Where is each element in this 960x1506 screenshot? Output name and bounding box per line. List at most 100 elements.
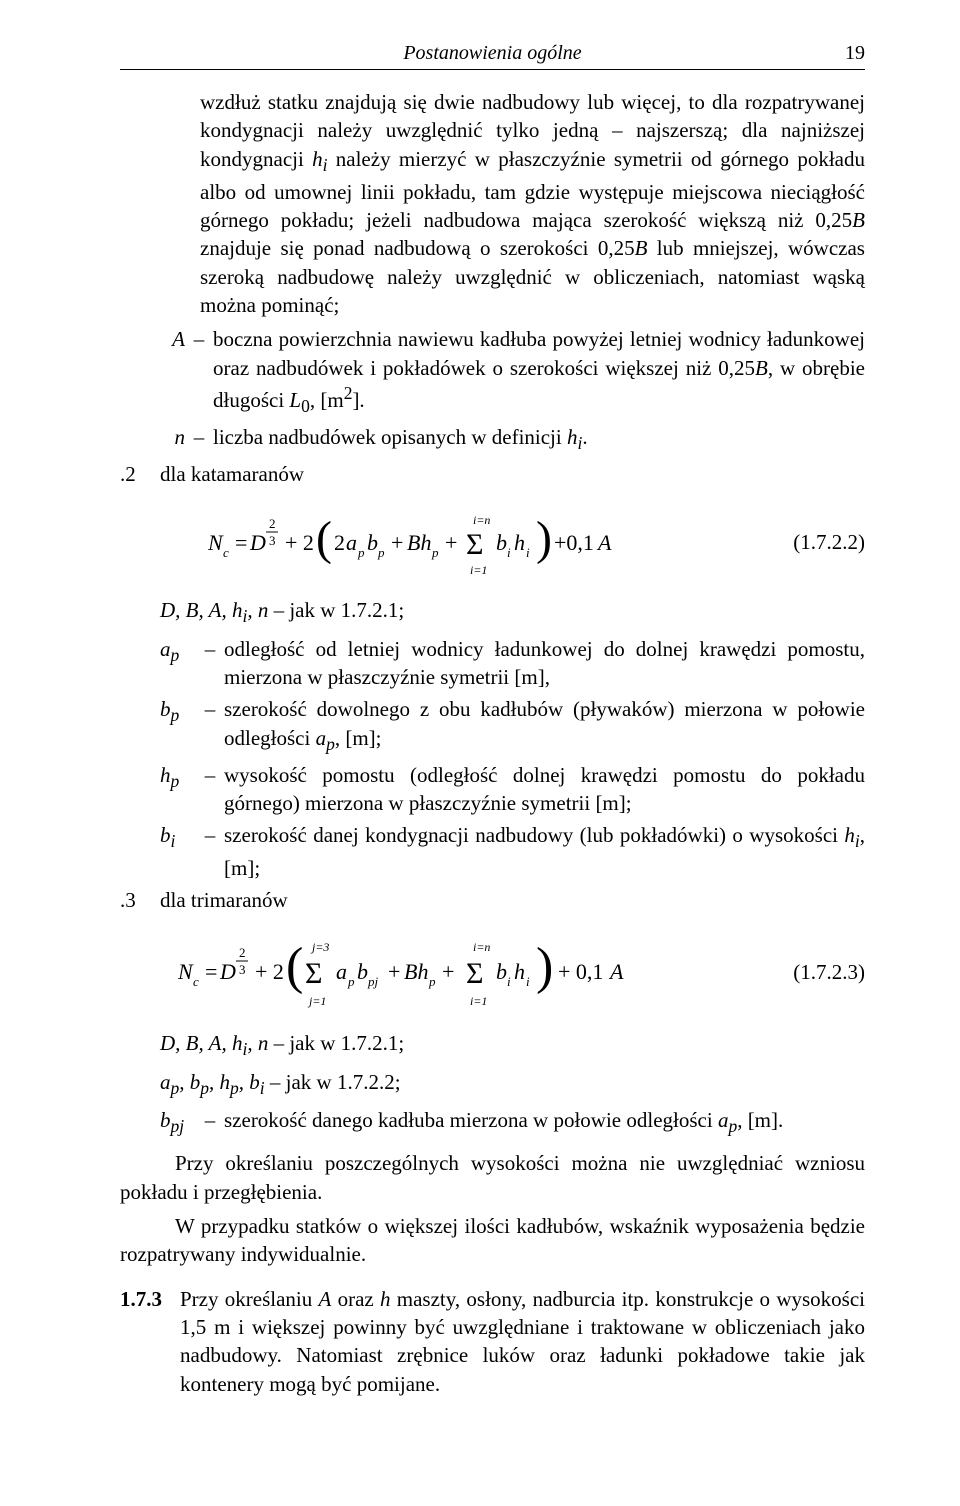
svg-text:(: ( <box>316 512 332 565</box>
section-2: .2 dla katamaranów <box>120 460 865 488</box>
svg-text:p: p <box>347 974 355 989</box>
svg-text:Bh: Bh <box>404 959 428 984</box>
equation-1-7-2-3: N c = D 2 3 + 2 ( j=3 Σ j=1 a p b pj + B… <box>120 929 865 1015</box>
equation-3-number: (1.7.2.3) <box>755 958 865 986</box>
closing-para-2: W przypadku statków o większej ilości ka… <box>120 1212 865 1269</box>
section-3-text: dla trimaranów <box>160 886 865 914</box>
equation-3-svg: N c = D 2 3 + 2 ( j=3 Σ j=1 a p b pj + B… <box>178 929 678 1015</box>
svg-text:c: c <box>223 545 229 560</box>
equation-1-7-2-2: N c = D 2 3 + 2 ( 2 a p b p + Bh p + i=n… <box>120 502 865 582</box>
definition-bpj: bpj – szerokość danego kadłuba mierzona … <box>160 1106 865 1139</box>
svg-text:c: c <box>193 974 199 989</box>
def-ap-symbol: ap <box>160 635 196 668</box>
svg-text:i=1: i=1 <box>470 994 487 1008</box>
def-n-symbol: n <box>150 423 185 451</box>
def-A-dash: – <box>185 325 213 353</box>
svg-text:(: ( <box>286 938 303 995</box>
svg-text:i=1: i=1 <box>470 563 487 577</box>
svg-text:+: + <box>445 530 457 555</box>
svg-text:=: = <box>205 959 217 984</box>
svg-text:A: A <box>608 959 624 984</box>
section-1-7-3-text: Przy określaniu A oraz h maszty, osłony,… <box>180 1285 865 1398</box>
closing-para-1: Przy określaniu poszczególnych wysokości… <box>120 1149 865 1206</box>
svg-text:+0,1: +0,1 <box>554 530 594 555</box>
defs2-intro: D, B, A, hi, n – jak w 1.7.2.1; <box>160 596 865 629</box>
svg-text:i: i <box>526 974 530 989</box>
svg-text:3: 3 <box>239 962 246 977</box>
svg-text:+: + <box>391 530 403 555</box>
def-A-text: boczna powierzchnia nawiewu kadłuba powy… <box>213 325 865 419</box>
svg-text:p: p <box>377 545 385 560</box>
svg-text:p: p <box>431 545 439 560</box>
header-title: Postanowienia ogólne <box>160 40 825 67</box>
definition-bp: bp – szerokość dowolnego z obu kadłubów … <box>160 695 865 756</box>
svg-text:a: a <box>346 530 357 555</box>
running-header: Postanowienia ogólne 19 <box>120 40 865 67</box>
definition-n: n – liczba nadbudówek opisanych w defini… <box>150 423 865 456</box>
header-rule <box>120 69 865 70</box>
svg-text:b: b <box>496 530 507 555</box>
svg-text:N: N <box>208 530 224 555</box>
section-1-7-3-number: 1.7.3 <box>120 1285 180 1398</box>
svg-text:+ 2: + 2 <box>255 959 284 984</box>
section-3-label: .3 <box>120 886 160 914</box>
svg-text:b: b <box>357 959 368 984</box>
svg-text:i: i <box>526 545 530 560</box>
svg-text:D: D <box>249 530 266 555</box>
defs3-line1: D, B, A, hi, n – jak w 1.7.2.1; <box>160 1029 865 1062</box>
svg-text:pj: pj <box>367 974 379 989</box>
svg-text:b: b <box>496 959 507 984</box>
def-bpj-dash: – <box>196 1106 224 1134</box>
svg-text:): ) <box>536 938 553 995</box>
svg-text:j=1: j=1 <box>307 994 326 1008</box>
def-n-dash: – <box>185 423 213 451</box>
section-2-label: .2 <box>120 460 160 488</box>
svg-text:i: i <box>507 974 511 989</box>
svg-text:p: p <box>428 974 436 989</box>
svg-text:N: N <box>178 959 194 984</box>
svg-text:h: h <box>514 959 525 984</box>
section-1-7-3: 1.7.3 Przy określaniu A oraz h maszty, o… <box>120 1285 865 1398</box>
def-hp-symbol: hp <box>160 761 196 794</box>
svg-text:Σ: Σ <box>466 957 483 990</box>
def-bp-dash: – <box>196 695 224 723</box>
svg-text:+ 0,1: + 0,1 <box>558 959 603 984</box>
svg-text:Σ: Σ <box>466 528 483 561</box>
svg-text:i: i <box>507 545 511 560</box>
svg-text:Σ: Σ <box>305 957 322 990</box>
svg-text:+: + <box>388 959 400 984</box>
definition-ap: ap – odległość od letniej wodnicy ładunk… <box>160 635 865 692</box>
svg-text:): ) <box>536 512 552 565</box>
svg-text:+ 2: + 2 <box>285 530 314 555</box>
svg-text:i=n: i=n <box>473 513 490 527</box>
svg-text:2: 2 <box>334 530 345 555</box>
svg-text:p: p <box>357 545 365 560</box>
def-bpj-symbol: bpj <box>160 1106 196 1139</box>
def-bp-symbol: bp <box>160 695 196 728</box>
def-n-text: liczba nadbudówek opisanych w definicji … <box>213 423 865 456</box>
section-2-text: dla katamaranów <box>160 460 865 488</box>
def-bi-text: szerokość danej kondygnacji nadbudowy (l… <box>224 821 865 882</box>
svg-text:a: a <box>336 959 347 984</box>
definition-A: A – boczna powierzchnia nawiewu kadłuba … <box>150 325 865 419</box>
def-bp-text: szerokość dowolnego z obu kadłubów (pływ… <box>224 695 865 756</box>
def-A-symbol: A <box>150 325 185 353</box>
def-hp-dash: – <box>196 761 224 789</box>
definition-bi: bi – szerokość danej kondygnacji nadbudo… <box>160 821 865 882</box>
svg-text:Bh: Bh <box>407 530 431 555</box>
svg-text:2: 2 <box>239 945 246 960</box>
svg-text:i=n: i=n <box>473 940 490 954</box>
equation-2-svg: N c = D 2 3 + 2 ( 2 a p b p + Bh p + i=n… <box>208 502 648 582</box>
svg-text:b: b <box>367 530 378 555</box>
definition-hp: hp – wysokość pomostu (odległość dolnej … <box>160 761 865 818</box>
def-bpj-text: szerokość danego kadłuba mierzona w poło… <box>224 1106 865 1139</box>
def-bi-symbol: bi <box>160 821 196 854</box>
svg-text:+: + <box>442 959 454 984</box>
svg-text:2: 2 <box>269 516 276 531</box>
def-bi-dash: – <box>196 821 224 849</box>
page-number: 19 <box>825 40 865 67</box>
svg-text:D: D <box>219 959 236 984</box>
defs3-line2: ap, bp, hp, bi – jak w 1.7.2.2; <box>160 1068 865 1101</box>
def-hp-text: wysokość pomostu (odległość dolnej krawę… <box>224 761 865 818</box>
svg-text:h: h <box>514 530 525 555</box>
